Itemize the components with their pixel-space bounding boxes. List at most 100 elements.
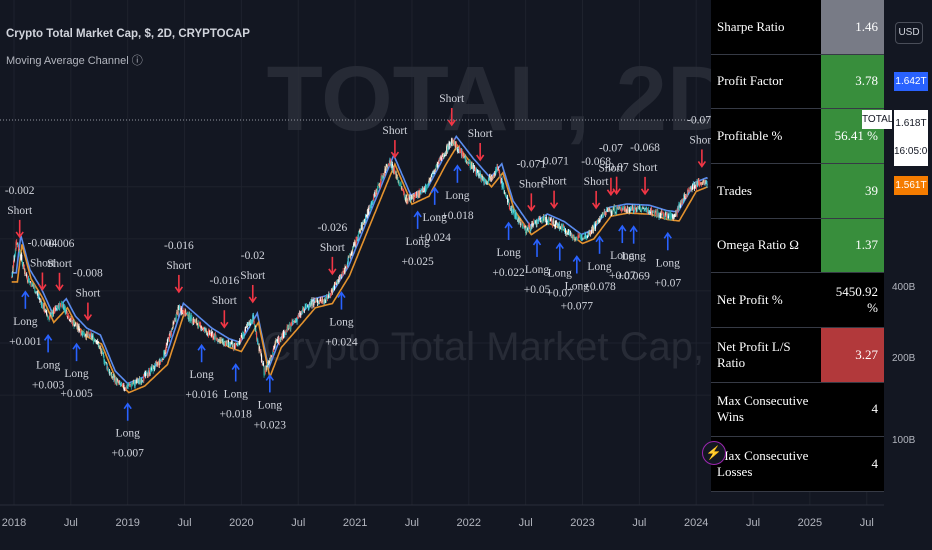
candle	[354, 241, 356, 248]
candle	[12, 265, 14, 274]
candle	[185, 311, 187, 316]
candle	[536, 219, 539, 224]
candle	[224, 341, 227, 347]
signal-short-2: -0.004 Short	[28, 238, 58, 291]
candle	[313, 299, 316, 303]
currency-button[interactable]: USD	[895, 22, 923, 44]
candle	[448, 140, 450, 150]
candle	[251, 319, 253, 325]
candle	[37, 290, 39, 299]
candle	[548, 216, 550, 221]
candle	[421, 186, 423, 194]
chart-title[interactable]: Crypto Total Market Cap, $, 2D, CRYPTOCA…	[6, 28, 250, 40]
x-tick-label: 2019	[115, 517, 139, 529]
candle	[124, 387, 126, 391]
candle	[564, 228, 566, 234]
candle	[436, 161, 438, 170]
candle	[653, 210, 655, 214]
candle	[591, 224, 593, 231]
stats-row: Omega Ratio Ω 1.37	[711, 218, 884, 274]
candle	[16, 238, 18, 246]
candle	[382, 173, 384, 179]
candle	[360, 228, 362, 233]
candle	[680, 199, 682, 205]
time-axis[interactable]: 2018 Jul 2019 Jul 2020 Jul 2021 Jul 2022 Jul 2023 J…	[0, 504, 932, 550]
candle	[252, 313, 254, 324]
candle	[358, 228, 360, 233]
candle	[356, 239, 359, 242]
candle	[282, 331, 284, 341]
candle	[153, 365, 155, 369]
candle	[644, 208, 646, 212]
signal-label: Long	[610, 250, 635, 262]
candle	[464, 155, 466, 159]
candle	[601, 211, 603, 218]
candle	[92, 333, 94, 340]
candle	[498, 169, 501, 178]
candle	[689, 186, 691, 192]
candle	[631, 205, 633, 211]
candle	[44, 308, 46, 313]
candle	[693, 184, 695, 190]
candle	[258, 343, 260, 354]
candle	[390, 160, 392, 169]
candle	[327, 296, 329, 300]
candle	[422, 187, 425, 193]
signal-short-25: -0.071 Short	[539, 156, 569, 210]
stats-row: Sharpe Ratio 1.46	[711, 0, 884, 55]
candle	[608, 207, 610, 213]
candle	[114, 377, 116, 385]
candle	[488, 176, 490, 181]
watermark-name: Crypto Total Market Cap, $	[262, 325, 737, 369]
candle	[449, 144, 451, 148]
candle	[209, 333, 212, 336]
signal-label: -0.07	[599, 143, 623, 155]
candle	[631, 204, 633, 211]
candle	[189, 312, 191, 324]
candle	[409, 196, 412, 203]
candle	[531, 220, 534, 228]
candle	[36, 290, 38, 294]
candle	[503, 184, 505, 194]
x-tick-label: Jul	[746, 517, 760, 529]
candle	[220, 339, 222, 341]
signal-short-36: -0.072 Short	[687, 114, 717, 168]
candle	[460, 148, 462, 154]
candle	[630, 209, 632, 211]
candle	[512, 209, 514, 213]
signal-long-15: Long +0.024	[325, 291, 358, 349]
candle	[510, 205, 512, 212]
candle	[292, 319, 294, 326]
indicator-label[interactable]: Moving Average Channel ⓘ	[6, 55, 143, 67]
candle	[84, 333, 86, 338]
candle	[317, 297, 319, 306]
candle	[290, 321, 293, 327]
candle	[235, 343, 237, 347]
signal-label: +0.07	[546, 288, 573, 300]
candle	[47, 315, 49, 321]
candle	[463, 153, 465, 158]
signal-label: Long	[64, 368, 89, 380]
candle	[530, 229, 532, 233]
candle	[142, 379, 144, 384]
candle	[217, 338, 219, 344]
candle	[534, 219, 536, 226]
candle	[72, 319, 75, 326]
candle	[533, 218, 535, 224]
candle	[450, 141, 452, 148]
signal-label: -0.008	[73, 268, 103, 280]
candle	[96, 341, 98, 345]
candle	[227, 339, 230, 348]
candle	[595, 220, 597, 225]
time-axis-bg	[0, 505, 932, 550]
candle	[381, 175, 383, 182]
candle	[357, 234, 359, 241]
candle	[597, 220, 599, 224]
candle	[398, 180, 400, 187]
candle	[391, 161, 393, 170]
lightning-icon[interactable]: ⚡	[702, 441, 726, 465]
candle	[515, 213, 517, 220]
candle	[203, 327, 205, 330]
candle	[280, 338, 283, 340]
